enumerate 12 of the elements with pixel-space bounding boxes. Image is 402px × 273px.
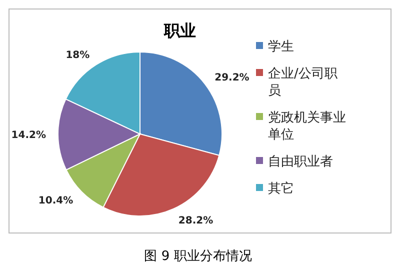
data-label: 14.2% (11, 130, 46, 142)
data-label: 10.4% (38, 196, 74, 207)
legend-label: 企业/公司职员 (268, 66, 338, 99)
data-label: 18% (66, 50, 90, 62)
chart-title: 职业 (163, 21, 196, 40)
data-label: 28.2% (178, 215, 214, 226)
legend-label: 学生 (268, 40, 294, 55)
legend-label: 自由职业者 (268, 154, 333, 170)
caption: 图 9 职业分布情况 (144, 249, 252, 264)
data-label: 29.2% (214, 72, 250, 84)
legend-label: 党政机关事业单位 (268, 110, 346, 143)
legend-label: 其它 (268, 180, 294, 197)
